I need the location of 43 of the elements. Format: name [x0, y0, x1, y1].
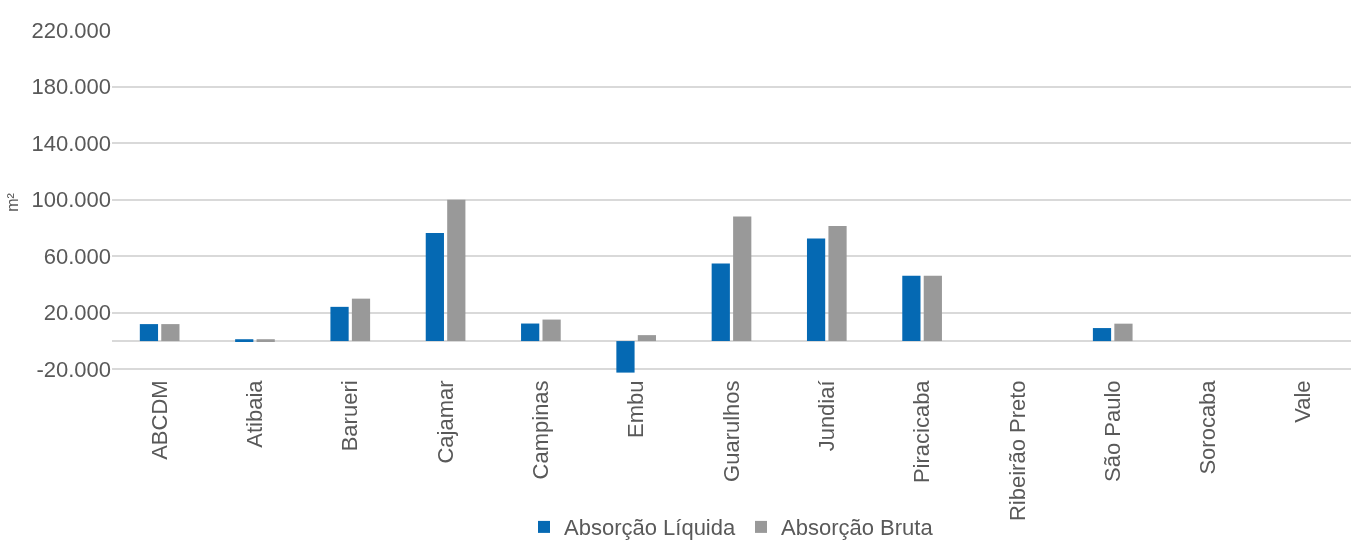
bar — [256, 339, 275, 342]
y-tick-label: 60.000 — [43, 243, 111, 269]
y-tick-label: -20.000 — [36, 357, 111, 383]
bar — [806, 238, 826, 342]
x-tick-label: Ribeirão Preto — [1004, 380, 1030, 522]
bar — [1092, 328, 1112, 342]
bar — [521, 323, 540, 342]
y-tick-label: 140.000 — [31, 130, 111, 156]
x-tick-label: Jundiaí — [813, 380, 839, 452]
x-tick-label: Barueri — [337, 380, 363, 452]
x-tick-label: Piracicaba — [909, 379, 935, 484]
x-tick-label: Vale — [1290, 380, 1316, 423]
bar — [616, 341, 635, 373]
bar — [542, 319, 561, 342]
y-tick-label: 100.000 — [31, 187, 111, 213]
bar — [425, 232, 444, 342]
bar — [733, 216, 752, 342]
x-tick-label: São Paulo — [1099, 380, 1125, 482]
bar — [902, 275, 921, 342]
y-tick-label: 180.000 — [31, 74, 111, 100]
x-tick-label: Embu — [623, 380, 649, 438]
bar — [139, 324, 159, 342]
x-tick-label: Atibaia — [242, 379, 268, 448]
y-tick-label: 220.000 — [31, 17, 111, 43]
bar — [828, 226, 847, 342]
x-tick-label: ABCDM — [146, 380, 172, 460]
bar — [351, 298, 371, 342]
bar — [1114, 323, 1133, 342]
bar — [161, 324, 180, 342]
y-tick-label: 20.000 — [43, 300, 111, 326]
bar — [711, 263, 730, 342]
x-tick-label: Campinas — [528, 380, 554, 480]
y-axis-title: m² — [4, 192, 22, 212]
bar — [447, 199, 466, 342]
x-tick-label: Guarulhos — [718, 380, 744, 482]
legend-label: Absorção Líquida — [564, 515, 736, 541]
bar — [637, 335, 657, 342]
x-tick-label: Sorocaba — [1195, 379, 1221, 475]
bar — [330, 306, 349, 342]
x-tick-label: Cajamar — [432, 380, 458, 464]
bar — [235, 339, 254, 342]
bar — [923, 275, 942, 342]
legend-label: Absorção Bruta — [781, 515, 934, 541]
